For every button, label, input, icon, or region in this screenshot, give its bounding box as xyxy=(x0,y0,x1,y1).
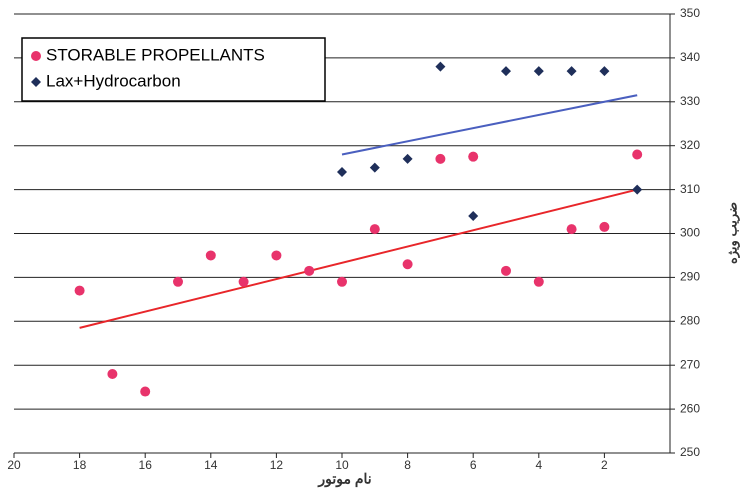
point xyxy=(435,61,446,72)
point xyxy=(271,250,282,261)
point xyxy=(173,276,183,287)
x-tick-label: 20 xyxy=(7,458,21,472)
x-tick-label: 16 xyxy=(139,458,153,472)
point xyxy=(304,265,315,276)
point xyxy=(533,276,544,287)
x-tick-label: 6 xyxy=(470,458,477,472)
point xyxy=(337,167,347,178)
y-tick-label: 340 xyxy=(680,50,700,64)
legend-marker xyxy=(31,77,41,87)
point xyxy=(337,276,347,287)
x-axis-title: نام موتور xyxy=(317,471,371,488)
point xyxy=(632,184,643,195)
point xyxy=(402,259,413,270)
point xyxy=(435,153,446,164)
y-tick-label: 350 xyxy=(680,6,700,20)
legend-label: STORABLE PROPELLANTS xyxy=(46,45,265,64)
y-tick-label: 280 xyxy=(680,313,700,327)
y-tick-label: 290 xyxy=(680,270,700,284)
point xyxy=(140,386,151,397)
point xyxy=(74,285,85,296)
legend-label: Lax+Hydrocarbon xyxy=(46,71,181,90)
point xyxy=(369,162,380,173)
point xyxy=(501,66,511,77)
y-tick-label: 250 xyxy=(680,445,700,459)
point xyxy=(238,276,249,287)
y-axis-title: ضریب ویژه xyxy=(724,202,740,264)
point xyxy=(599,66,610,77)
point xyxy=(402,153,413,164)
x-tick-label: 4 xyxy=(535,458,542,472)
legend-box xyxy=(21,37,326,102)
x-tick-label: 14 xyxy=(204,458,218,472)
y-tick-label: 310 xyxy=(680,182,700,196)
trend-line xyxy=(79,188,638,329)
point xyxy=(107,368,118,379)
x-tick-label: 2 xyxy=(601,458,608,472)
point xyxy=(205,250,216,261)
x-tick-label: 12 xyxy=(270,458,284,472)
point xyxy=(501,265,511,276)
point xyxy=(533,66,544,77)
y-tick-label: 260 xyxy=(680,401,700,415)
x-tick-label: 8 xyxy=(404,458,411,472)
point xyxy=(468,151,479,162)
y-tick-label: 330 xyxy=(680,94,700,108)
point xyxy=(468,210,479,221)
point xyxy=(599,221,610,232)
point xyxy=(566,66,577,77)
x-tick-label: 18 xyxy=(73,458,87,472)
point xyxy=(632,149,643,160)
y-tick-label: 320 xyxy=(680,138,700,152)
y-tick-label: 300 xyxy=(680,226,700,240)
legend: STORABLE PROPELLANTS Lax+Hydrocarbon xyxy=(21,37,326,102)
point xyxy=(369,224,380,235)
point xyxy=(566,224,577,235)
trend-line xyxy=(341,94,638,156)
legend-marker xyxy=(31,51,41,61)
x-tick-label: 10 xyxy=(335,458,349,472)
y-tick-label: 270 xyxy=(680,357,700,371)
